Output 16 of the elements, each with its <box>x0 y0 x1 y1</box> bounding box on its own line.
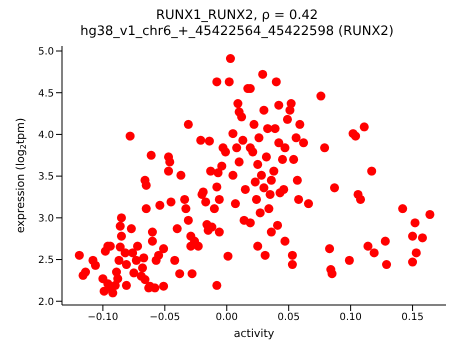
y-tick-label: 5.0 <box>38 46 54 58</box>
x-axis-title: activity <box>234 327 275 340</box>
x-tick-label: 0.00 <box>216 312 238 324</box>
y-tick-label: 3.0 <box>38 213 54 224</box>
chart-title: RUNX1_RUNX2, ρ = 0.42 <box>154 8 320 24</box>
x-tick-label: −0.05 <box>149 312 180 324</box>
x-tick-label: 0.10 <box>339 312 362 324</box>
y-tick-label: 2.0 <box>38 296 54 308</box>
x-tick-label: −0.10 <box>88 312 118 324</box>
x-tick-label: 0.15 <box>401 312 424 324</box>
x-tick-label: 0.05 <box>278 312 300 324</box>
y-tick-label: 4.0 <box>38 130 54 141</box>
y-tick-label: 2.5 <box>38 255 54 266</box>
y-tick-label: 4.5 <box>38 88 54 100</box>
y-tick-label: 3.5 <box>38 172 54 183</box>
chart-subtitle: hg38_v1_chr6_+_45422564_45422598 (RUNX2) <box>79 24 395 40</box>
